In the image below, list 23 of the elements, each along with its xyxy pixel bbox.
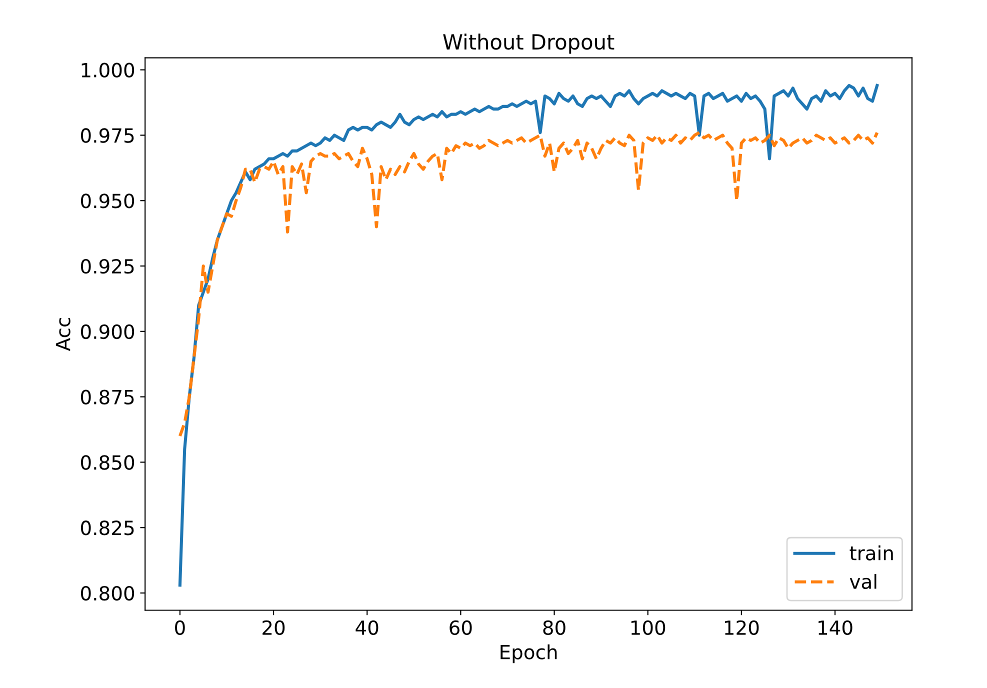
- y-axis-title: Acc: [56, 318, 70, 352]
- y-tick-label: 0.825: [80, 520, 134, 536]
- x-tick-label: 40: [356, 620, 378, 636]
- y-tick-label: 0.850: [80, 455, 134, 470]
- x-tick-label: 20: [262, 620, 285, 636]
- x-axis-title: Epoch: [500, 644, 557, 664]
- legend-label: train: [850, 545, 893, 560]
- x-tick-label: 80: [543, 620, 566, 636]
- x-tick-label: 100: [631, 620, 666, 636]
- chart-title: Without Dropout: [443, 34, 614, 54]
- y-tick-label: 0.800: [80, 586, 134, 601]
- x-tick-label: 120: [725, 620, 759, 636]
- y-tick-label: 0.875: [80, 390, 134, 404]
- x-tick-label: 140: [818, 620, 852, 636]
- y-tick-label: 1.000: [82, 62, 134, 78]
- y-tick-label: 0.975: [80, 128, 134, 143]
- line-series: [178, 131, 879, 438]
- y-tick-label: 0.925: [80, 258, 134, 274]
- legend-label: val: [850, 574, 876, 589]
- y-tick-label: 0.950: [80, 194, 134, 208]
- x-tick-label: 60: [450, 620, 472, 636]
- x-tick-label: 0: [175, 620, 185, 636]
- y-tick-label: 0.900: [80, 324, 134, 340]
